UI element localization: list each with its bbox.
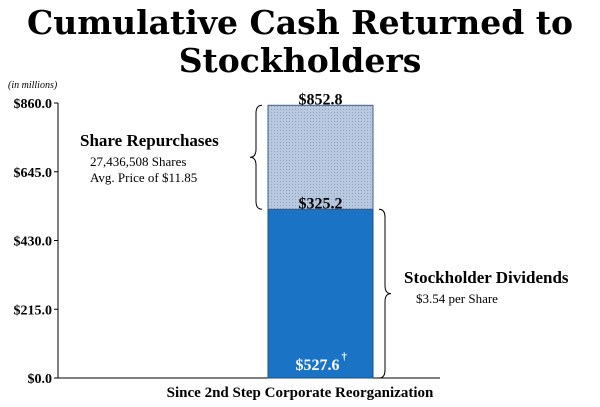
- brace-repurchases: [249, 104, 263, 210]
- units-note: (in millions): [8, 80, 58, 91]
- data-label-dividends: $527.6: [296, 357, 340, 374]
- repurchases-annotation-title: Share Repurchases: [80, 131, 219, 150]
- chart-title-text: Cumulative Cash Returned to Stockholders: [26, 3, 574, 80]
- y-tick-label: $430.0: [14, 235, 53, 250]
- bar-segment-repurchases: [267, 104, 374, 210]
- chart-title: Cumulative Cash Returned to Stockholders: [0, 4, 600, 80]
- bar-segment-dividends: [267, 208, 374, 379]
- dividends-annotation-per-share: $3.54 per Share: [416, 291, 498, 306]
- dividends-annotation-title: Stockholder Dividends: [404, 268, 569, 287]
- y-tick-label: $860.0: [14, 97, 53, 112]
- data-label-total: $852.8: [299, 91, 343, 108]
- brace-dividends: [378, 208, 392, 379]
- y-tick-label: $215.0: [14, 303, 53, 318]
- data-label-dividends-mark: †: [342, 351, 348, 363]
- y-tick-label: $0.0: [28, 372, 53, 387]
- data-label-repurchases: $325.2: [299, 195, 343, 212]
- repurchases-annotation-price: Avg. Price of $11.85: [90, 170, 198, 185]
- repurchases-annotation-shares: 27,436,508 Shares: [90, 154, 187, 169]
- y-tick-label: $645.0: [14, 166, 53, 181]
- x-axis-label: Since 2nd Step Corporate Reorganization: [166, 385, 434, 401]
